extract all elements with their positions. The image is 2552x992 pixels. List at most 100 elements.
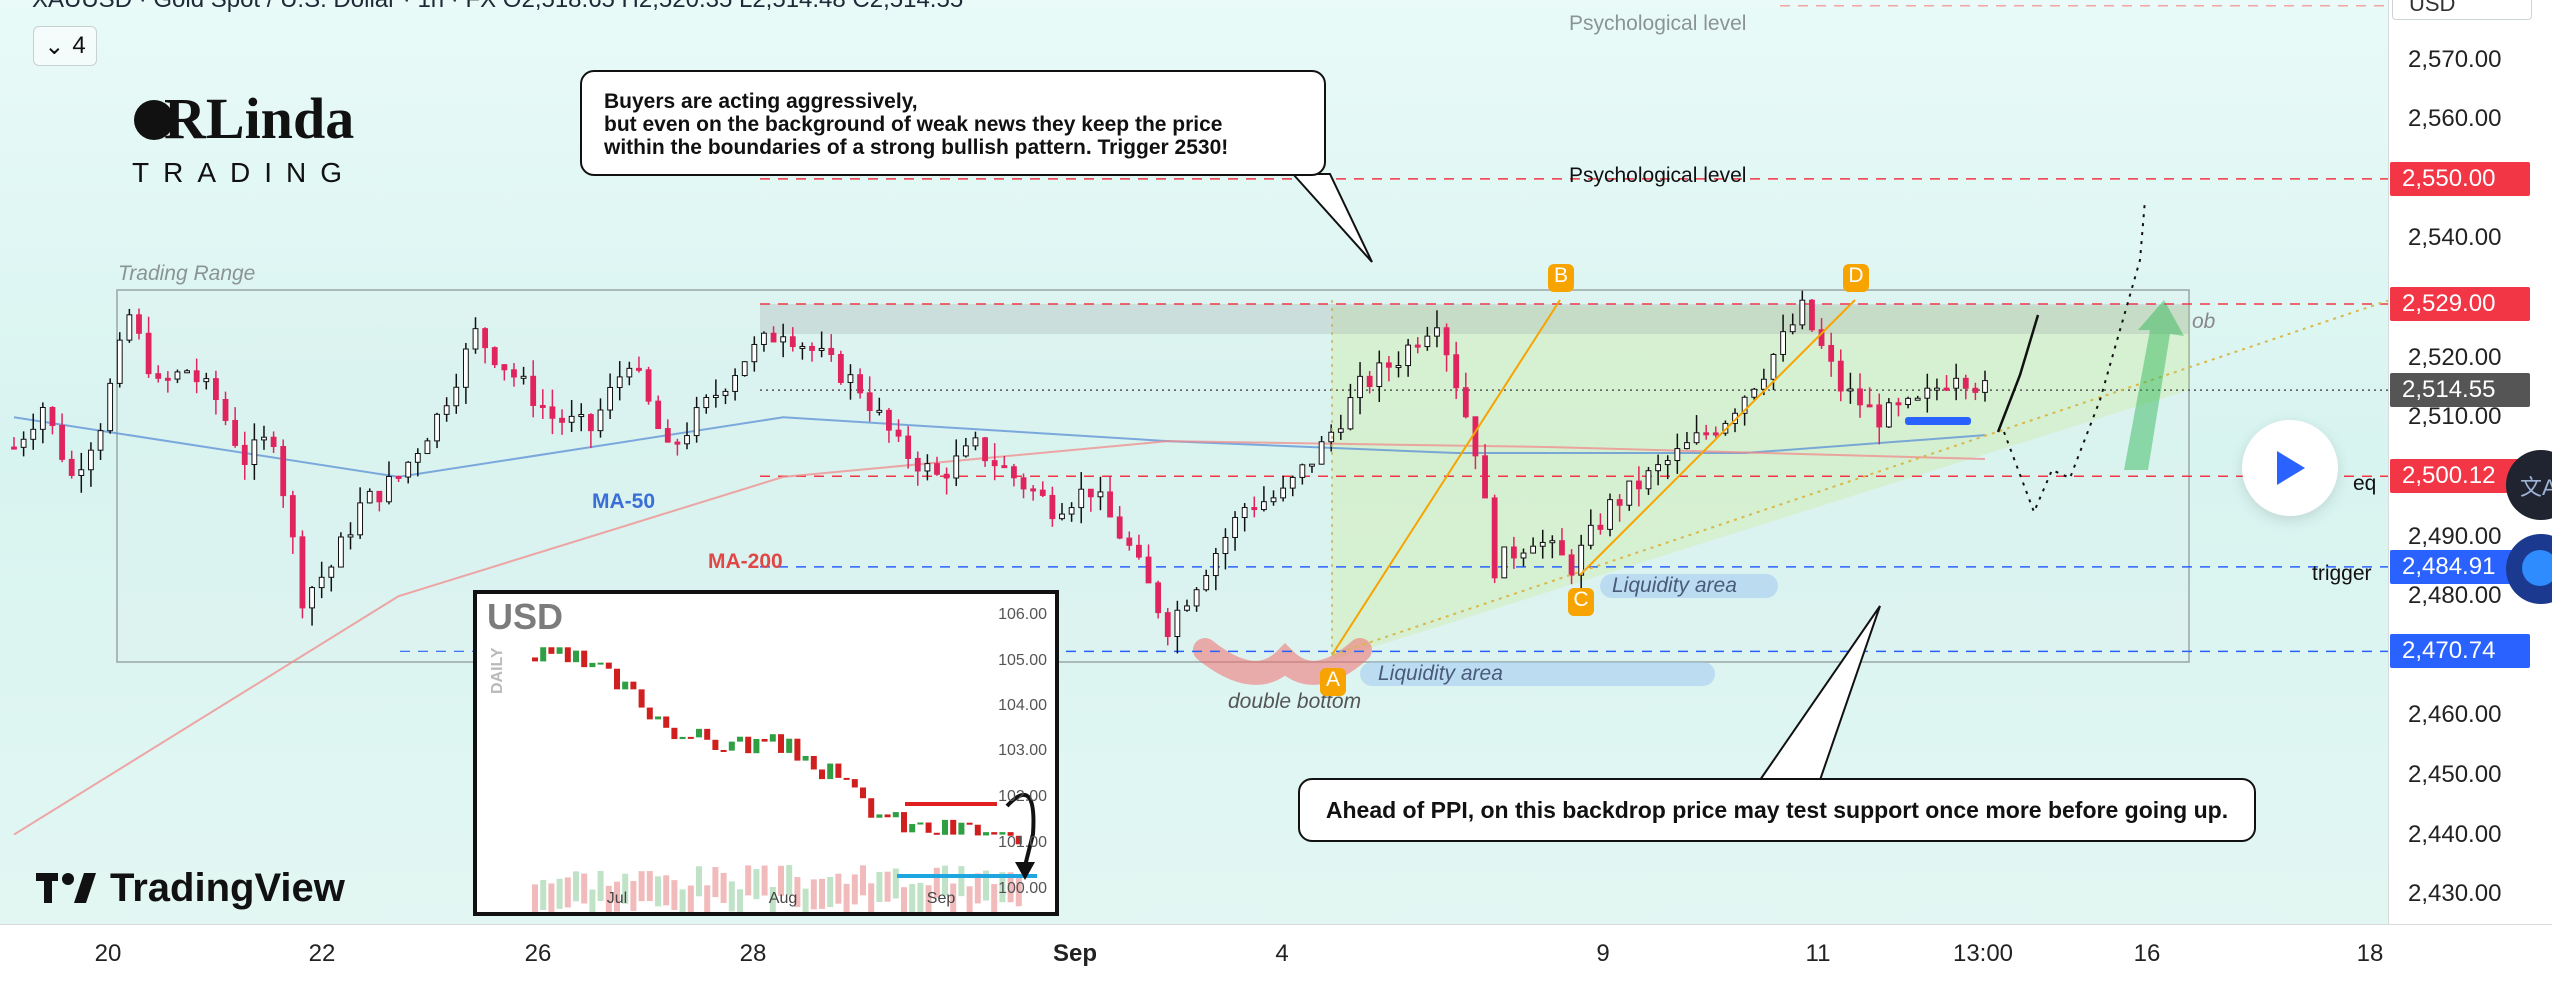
candle-body xyxy=(1299,464,1306,478)
inset-usd-chart: USD DAILY 106.00 105.00 104.00 103.00 10… xyxy=(473,590,1059,916)
candle-body xyxy=(1857,388,1863,406)
callout-top-tail xyxy=(1290,173,1373,263)
candle-body xyxy=(943,473,950,479)
candle-body xyxy=(68,458,75,476)
assistant-icon xyxy=(2522,550,2552,586)
candle-body xyxy=(193,370,200,383)
inset-volume-bar xyxy=(851,874,858,905)
candle-body xyxy=(847,374,854,383)
inset-volume-bar xyxy=(860,865,866,896)
candle-body xyxy=(1972,387,1979,393)
inset-volume-bar xyxy=(991,884,998,912)
candle-body xyxy=(693,407,700,437)
price-tick: 2,520.00 xyxy=(2408,343,2502,371)
candle-body xyxy=(482,328,489,349)
inset-candle xyxy=(794,738,801,761)
inset-volume-bar xyxy=(581,873,588,904)
candle-body xyxy=(1357,375,1363,399)
candle-body xyxy=(270,436,277,448)
liquidity-area-label-2: Liquidity area xyxy=(1612,574,1737,597)
time-tick: 28 xyxy=(739,940,767,967)
inset-volume-bar xyxy=(655,876,661,907)
replay-play-button[interactable] xyxy=(2242,420,2338,516)
candle-body xyxy=(1232,517,1238,538)
inset-candle xyxy=(991,832,998,835)
point-a-badge: A xyxy=(1320,668,1346,696)
candle-body xyxy=(1472,416,1479,457)
inset-volume-bar xyxy=(671,880,678,911)
blue-zone xyxy=(1905,417,1971,425)
ma200-line xyxy=(13,440,1986,836)
price-tick: 2,430.00 xyxy=(2408,880,2502,908)
candle-body xyxy=(1155,582,1162,614)
inset-title: USD xyxy=(487,596,564,637)
candle-body xyxy=(1270,497,1277,503)
inset-volume-bar xyxy=(556,878,563,909)
liquidity-area-1-shape xyxy=(1360,662,1715,686)
inset-candle xyxy=(564,647,571,663)
candle-body xyxy=(20,438,27,448)
callout-top-line3: within the boundaries of a strong bullis… xyxy=(604,136,1229,159)
candle-body xyxy=(1453,354,1460,389)
inset-candle xyxy=(1015,835,1022,845)
inset-candle xyxy=(663,716,670,728)
price-level-tag: 2,470.74 xyxy=(2390,634,2530,669)
candle-body xyxy=(1078,488,1085,509)
candle-body xyxy=(876,409,883,413)
inset-volume-bar xyxy=(942,865,948,896)
candle-body xyxy=(1837,360,1844,392)
price-tick: 2,440.00 xyxy=(2408,820,2502,848)
candle-body xyxy=(722,390,729,396)
candle-body xyxy=(751,343,758,363)
candle-body xyxy=(1049,494,1056,520)
candle-body xyxy=(530,375,537,406)
inset-candle xyxy=(974,824,981,836)
candle-body xyxy=(1809,299,1815,331)
inset-tick-6: 100.00 xyxy=(998,880,1047,897)
candle-body xyxy=(982,437,988,462)
candle-body xyxy=(1491,497,1498,579)
candle-body xyxy=(97,430,104,451)
liquidity-area-label-1: Liquidity area xyxy=(1378,662,1503,685)
candle-body xyxy=(337,536,344,568)
assistant-button[interactable] xyxy=(2506,534,2552,604)
candle-body xyxy=(1799,299,1806,326)
legend-toggle-button[interactable]: ⌄ 4 xyxy=(33,26,97,66)
candle-body xyxy=(1212,553,1219,577)
candle-body xyxy=(1520,552,1527,559)
inset-volume-bar xyxy=(950,883,957,912)
candle-body xyxy=(549,406,556,419)
candle-body xyxy=(732,375,739,392)
inset-volume-bar xyxy=(1007,872,1014,903)
inset-candle xyxy=(933,832,940,835)
candle-body xyxy=(568,415,575,423)
currency-selector[interactable]: USD xyxy=(2392,0,2532,20)
candle-body xyxy=(39,406,46,430)
candle-body xyxy=(78,469,85,476)
inset-volume-bar xyxy=(769,886,776,912)
symbol-header: XAUUSD · Gold Spot / U.S. Dollar · 1h · … xyxy=(32,0,963,14)
candle-body xyxy=(1309,463,1315,467)
candle-body xyxy=(799,345,806,349)
candle-body xyxy=(1760,378,1767,390)
inset-volume-bar xyxy=(737,889,743,912)
candle-body xyxy=(1712,432,1719,436)
tradingview-logo-icon xyxy=(36,872,96,903)
chevron-down-icon: ⌄ xyxy=(44,32,65,60)
candle-body xyxy=(145,332,152,375)
time-tick: 9 xyxy=(1596,940,1610,967)
inset-volume-bar xyxy=(720,872,727,903)
inset-candle xyxy=(835,763,842,778)
candle-body xyxy=(1866,404,1873,408)
candle-body xyxy=(741,361,748,377)
time-axis[interactable] xyxy=(0,924,2552,992)
inset-candle xyxy=(892,812,899,818)
inset-volume-bar xyxy=(745,865,752,896)
inset-month-aug: Aug xyxy=(768,890,798,907)
inset-candle xyxy=(761,738,768,742)
candle-body xyxy=(607,386,614,411)
pattern-leg-ab xyxy=(1331,299,1561,656)
candle-body xyxy=(1405,344,1412,367)
